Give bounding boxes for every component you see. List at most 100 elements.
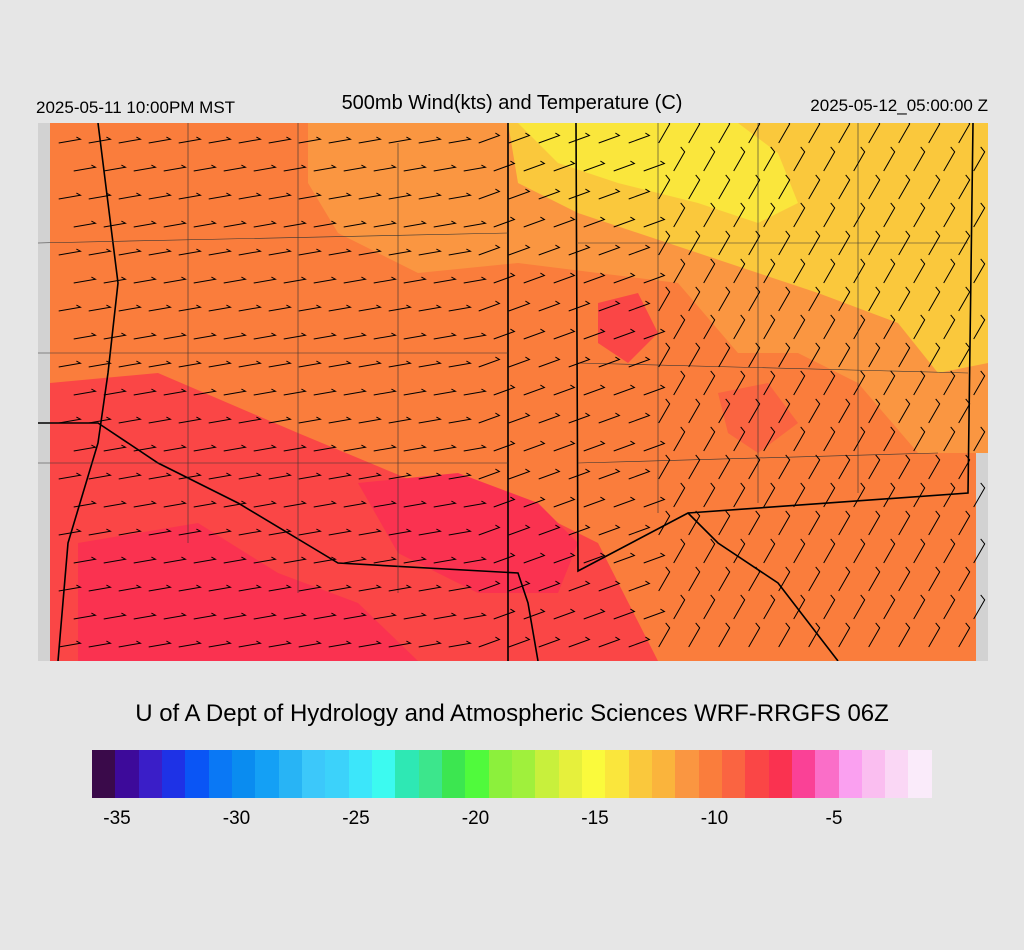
wind-barb [568, 188, 591, 200]
wind-barb [913, 258, 926, 284]
wind-barb [673, 314, 686, 340]
wind-barb [643, 328, 666, 340]
wind-barb [568, 468, 591, 480]
wind-barb [733, 426, 746, 452]
wind-barb [763, 258, 776, 284]
wind-barb [733, 258, 746, 284]
wind-barb [238, 248, 262, 256]
temperature-wind-map [38, 123, 988, 661]
wind-barb [478, 468, 501, 480]
wind-barb [673, 370, 686, 396]
wind-barb [778, 286, 791, 312]
colorbar-swatch [651, 750, 676, 798]
wind-barb [88, 640, 112, 648]
wind-barb [493, 328, 516, 340]
wind-barb [328, 416, 352, 424]
wind-barb [523, 216, 546, 228]
wind-barb [838, 398, 851, 424]
wind-barb [898, 342, 911, 368]
wind-barb [178, 640, 202, 648]
colorbar-swatch [908, 750, 932, 798]
valid-time-utc: 2025-05-12_05:00:00 Z [810, 96, 988, 115]
wind-barb [748, 454, 761, 480]
wind-barb [508, 580, 531, 592]
wind-barb [703, 370, 716, 396]
wind-barb [748, 123, 761, 144]
wind-barb [133, 556, 157, 564]
wind-barb [433, 556, 457, 564]
wind-barb [673, 202, 686, 228]
wind-barb [388, 584, 412, 592]
wind-barb [133, 444, 157, 452]
wind-barb [868, 174, 881, 200]
wind-barb [523, 384, 546, 396]
wind-barb [868, 622, 881, 648]
wind-barb [913, 202, 926, 228]
wind-barb [178, 528, 202, 536]
wind-barb [868, 398, 881, 424]
wind-barb [358, 584, 382, 592]
wind-barb [373, 612, 397, 620]
wind-barb [673, 146, 686, 172]
wind-barb [793, 538, 806, 564]
wind-barb [613, 160, 636, 172]
wind-barb [823, 146, 836, 172]
wind-barb [628, 636, 651, 648]
wind-barb [118, 416, 142, 424]
wind-barb [943, 538, 956, 564]
wind-barb [328, 192, 352, 200]
wind-barb [808, 174, 821, 200]
wind-barb [823, 482, 836, 508]
wind-barb [58, 192, 82, 200]
wind-barb [388, 304, 412, 312]
wind-barb [553, 440, 576, 452]
colorbar-ticks: -35 -30 -25 -20 -15 -10 -5 [0, 808, 1024, 838]
wind-barb [493, 608, 516, 620]
wind-barb [913, 370, 926, 396]
wind-barb [238, 472, 262, 480]
wind-barb [163, 444, 187, 452]
wind-barb [238, 360, 262, 368]
wind-barb [778, 123, 791, 144]
wind-barb [208, 584, 232, 592]
wind-barb [178, 584, 202, 592]
wind-barb [208, 416, 232, 424]
wind-barb [403, 276, 427, 284]
boundary-nm-tx [575, 123, 839, 661]
wind-barb [598, 188, 621, 200]
wind-barb [118, 360, 142, 368]
wind-barb [223, 556, 247, 564]
wind-barb [583, 272, 606, 284]
wind-barb [433, 332, 457, 340]
wind-barb [973, 538, 986, 564]
wind-barb [478, 524, 501, 536]
wind-barb [313, 164, 337, 172]
wind-barb [118, 640, 142, 648]
wind-barb [943, 258, 956, 284]
wind-barb [283, 276, 307, 284]
colorbar-swatch [465, 750, 489, 798]
wind-barb [223, 220, 247, 228]
wind-barb [748, 398, 761, 424]
colorbar-swatch [861, 750, 886, 798]
wind-barb [568, 412, 591, 424]
wind-barb [808, 398, 821, 424]
wind-barb [658, 398, 671, 424]
colorbar-swatch [511, 750, 536, 798]
wind-barb [778, 622, 791, 648]
wind-barb [508, 244, 531, 256]
wind-barb [148, 472, 172, 480]
wind-barb [58, 416, 82, 424]
wind-barb [298, 192, 322, 200]
wind-barb [253, 276, 277, 284]
wind-barb [943, 426, 956, 452]
wind-barb [313, 500, 337, 508]
wind-barb [478, 356, 501, 368]
wind-barb [898, 566, 911, 592]
wind-barb [718, 123, 731, 144]
coldest-region [358, 473, 578, 593]
wind-barb [328, 640, 352, 648]
wind-barb [508, 300, 531, 312]
wind-barb [808, 510, 821, 536]
wind-barb [553, 328, 576, 340]
